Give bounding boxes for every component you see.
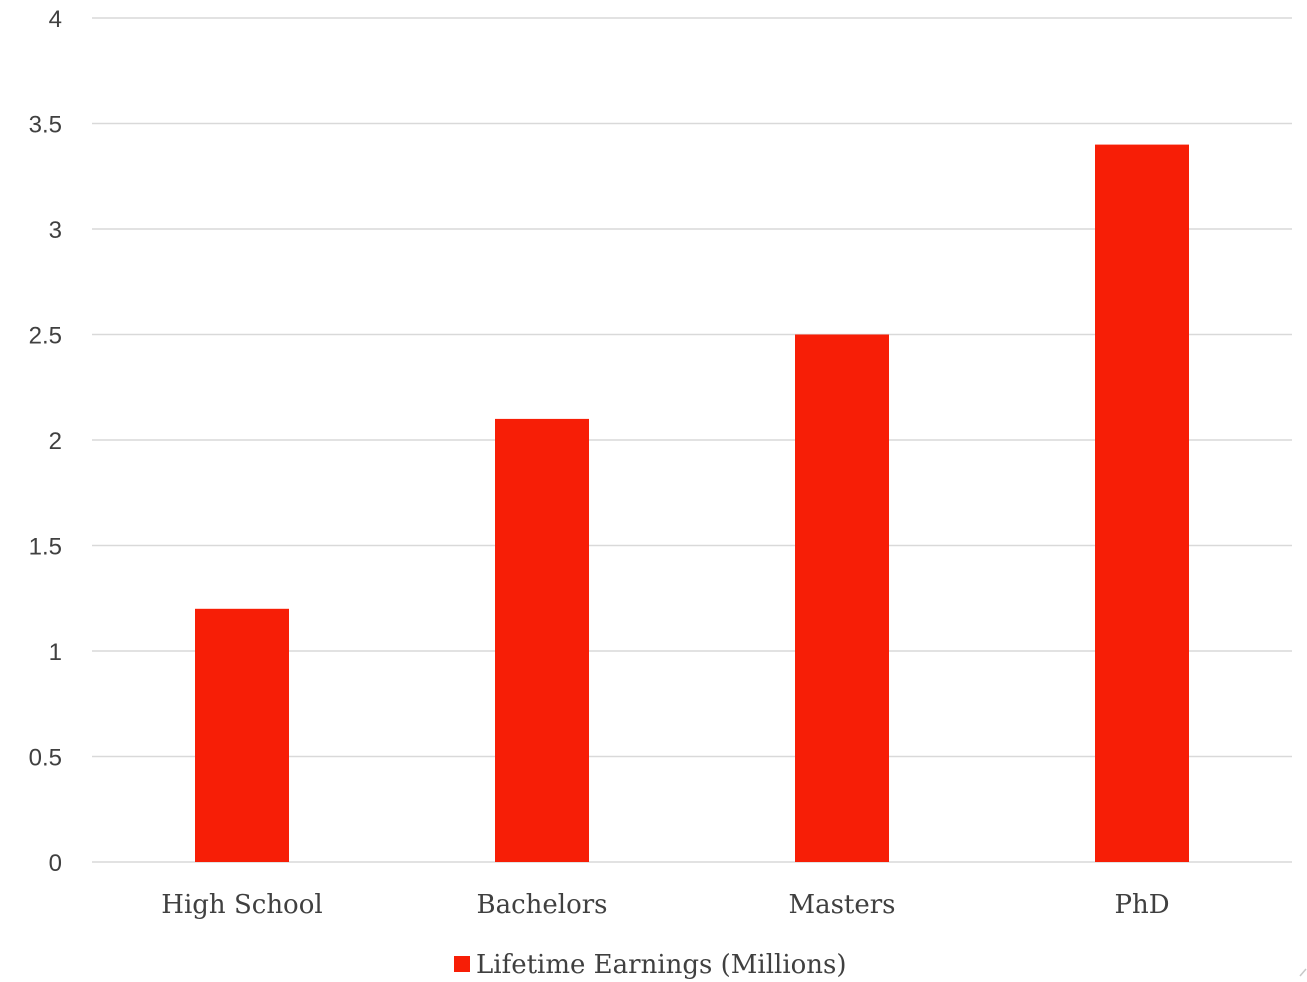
y-tick-label: 3.5 [29,112,62,139]
x-tick-label: Bachelors [476,890,607,920]
bar-series [195,144,1189,863]
bar-bachelors [495,418,589,862]
y-axis-tick-labels: 0 0.5 1 1.5 2 2.5 3 3.5 4 [29,6,62,877]
legend-label: Lifetime Earnings (Millions) [476,950,847,980]
bar-phd [1095,144,1189,863]
resize-handle-icon [1299,968,1307,977]
y-tick-label: 2 [49,428,62,455]
y-tick-label: 0 [49,850,62,877]
y-tick-label: 4 [49,6,62,33]
y-tick-label: 2.5 [29,323,62,350]
y-tick-label: 0.5 [29,745,62,772]
gridlines [92,17,1292,863]
x-tick-label: PhD [1114,890,1169,920]
bar-high-school [195,608,289,862]
y-tick-label: 3 [49,217,62,244]
y-tick-label: 1 [49,639,62,666]
legend-swatch [454,956,470,972]
x-tick-label: Masters [788,890,895,920]
x-tick-label: High School [161,890,322,920]
y-tick-label: 1.5 [29,534,62,561]
bar-masters [795,334,889,862]
legend: Lifetime Earnings (Millions) [454,950,847,980]
x-axis-tick-labels: High School Bachelors Masters PhD [161,890,1169,920]
